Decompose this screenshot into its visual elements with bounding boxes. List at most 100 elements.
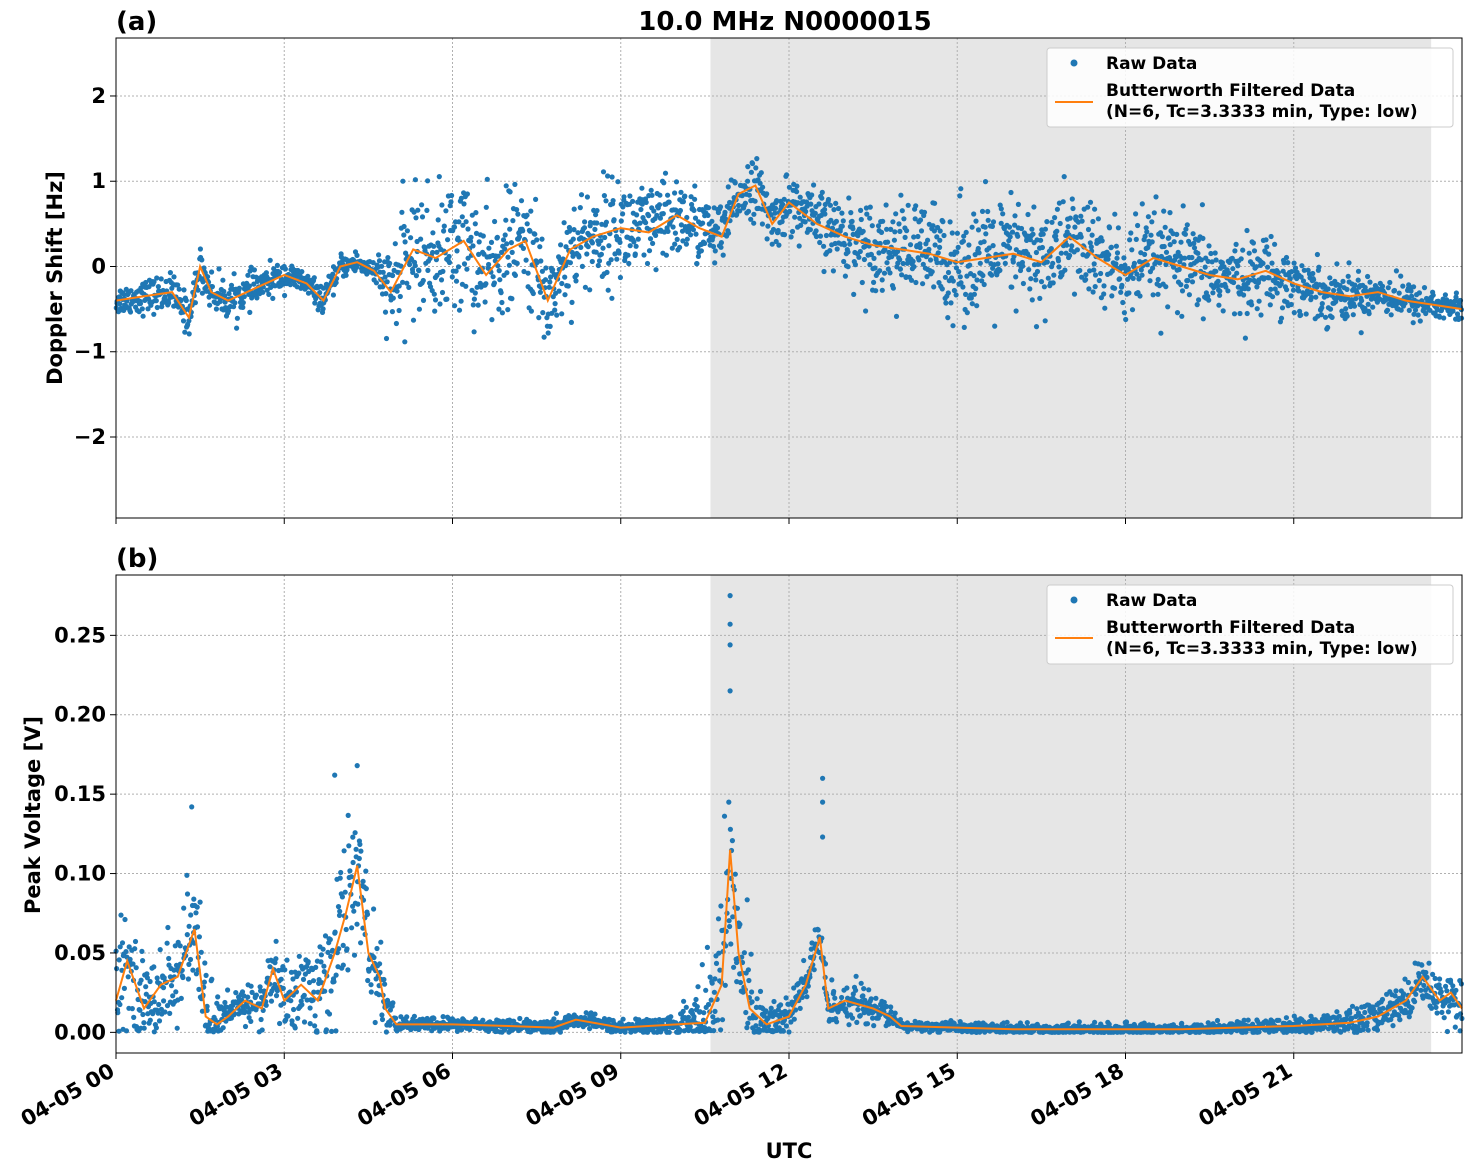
raw-data-point xyxy=(453,268,459,274)
raw-data-point xyxy=(404,1014,410,1020)
raw-data-point xyxy=(768,1005,774,1011)
raw-data-point xyxy=(341,848,347,854)
raw-data-point xyxy=(1101,283,1107,289)
raw-data-point xyxy=(121,985,127,992)
raw-data-point xyxy=(507,189,513,195)
raw-data-point xyxy=(554,312,560,318)
raw-data-point xyxy=(745,164,751,170)
raw-data-point xyxy=(720,252,726,258)
raw-data-point xyxy=(969,224,975,230)
raw-data-point xyxy=(154,304,160,311)
raw-data-point xyxy=(338,869,344,876)
raw-data-point xyxy=(307,1021,313,1027)
raw-data-point xyxy=(1040,231,1046,237)
raw-data-point xyxy=(470,243,476,249)
raw-data-point xyxy=(461,201,467,207)
raw-data-point xyxy=(831,988,837,995)
raw-data-point xyxy=(788,234,794,240)
raw-data-point xyxy=(1231,311,1238,317)
raw-data-point xyxy=(228,282,235,288)
raw-data-point xyxy=(431,243,437,249)
raw-data-point xyxy=(472,290,478,296)
raw-data-point xyxy=(1196,297,1202,303)
raw-data-point xyxy=(1166,235,1172,241)
raw-data-point xyxy=(499,299,505,306)
raw-data-point xyxy=(682,193,688,199)
raw-data-point xyxy=(641,252,647,258)
raw-data-point xyxy=(1098,295,1104,301)
raw-data-point xyxy=(803,988,809,995)
raw-data-point xyxy=(816,201,822,207)
raw-data-point xyxy=(757,180,763,186)
raw-data-point xyxy=(278,976,284,982)
raw-data-point xyxy=(853,987,859,993)
raw-data-point xyxy=(320,306,326,312)
raw-data-point xyxy=(1050,280,1056,286)
raw-data-point xyxy=(539,236,545,242)
raw-data-point xyxy=(1231,279,1237,286)
raw-data-point xyxy=(459,1027,465,1033)
raw-data-point xyxy=(356,855,362,862)
raw-data-point xyxy=(200,279,206,285)
raw-data-point xyxy=(866,987,872,993)
raw-data-point xyxy=(643,199,649,205)
raw-data-point xyxy=(1149,219,1155,225)
raw-data-point xyxy=(1028,276,1034,282)
raw-data-point xyxy=(1189,254,1195,261)
raw-data-point xyxy=(560,256,566,262)
raw-data-point xyxy=(1350,312,1356,318)
raw-data-point xyxy=(213,306,219,312)
raw-data-point xyxy=(965,254,972,260)
raw-data-point xyxy=(440,1014,446,1020)
raw-data-point xyxy=(1149,239,1155,245)
raw-data-point xyxy=(973,286,979,292)
raw-data-point xyxy=(1033,324,1040,330)
raw-data-point xyxy=(1182,255,1188,261)
raw-data-point xyxy=(1385,285,1391,291)
raw-data-point xyxy=(707,974,713,980)
raw-data-point xyxy=(370,260,376,266)
raw-data-point xyxy=(494,234,500,240)
raw-data-point xyxy=(321,963,327,969)
raw-data-point xyxy=(727,923,733,930)
raw-data-point xyxy=(752,198,758,204)
raw-data-point xyxy=(1215,278,1221,284)
raw-data-point xyxy=(718,1027,724,1033)
raw-data-point xyxy=(718,240,725,246)
raw-data-point xyxy=(193,971,199,977)
raw-data-point xyxy=(929,269,935,275)
raw-data-point xyxy=(846,195,852,201)
raw-data-point xyxy=(1298,274,1304,280)
raw-data-point xyxy=(1272,241,1278,247)
raw-data-point xyxy=(1212,250,1218,256)
raw-data-point xyxy=(1363,288,1369,294)
raw-data-point xyxy=(1020,263,1026,269)
raw-data-point xyxy=(132,938,139,945)
raw-data-point xyxy=(702,240,708,246)
raw-data-point xyxy=(416,268,422,274)
raw-data-point xyxy=(1319,301,1325,307)
raw-data-point xyxy=(1008,189,1014,196)
raw-data-point xyxy=(509,296,515,302)
raw-data-point xyxy=(997,267,1003,273)
raw-data-point xyxy=(1071,291,1078,297)
raw-data-point xyxy=(871,255,877,261)
raw-data-point xyxy=(1303,311,1309,317)
raw-data-point xyxy=(1178,282,1184,288)
raw-data-point xyxy=(981,281,987,288)
raw-data-point xyxy=(283,1017,289,1023)
raw-data-point xyxy=(1387,279,1393,286)
raw-data-point xyxy=(432,297,439,303)
raw-data-point xyxy=(463,283,469,289)
raw-data-point xyxy=(547,323,553,329)
raw-data-point xyxy=(649,192,655,198)
raw-data-point xyxy=(437,301,443,307)
raw-data-point xyxy=(397,293,403,300)
raw-data-point xyxy=(480,233,486,239)
raw-data-point xyxy=(157,947,163,953)
raw-data-point xyxy=(172,943,178,949)
raw-data-point xyxy=(749,160,756,167)
raw-data-point xyxy=(342,889,348,895)
raw-data-point xyxy=(571,227,577,233)
raw-data-point xyxy=(695,984,701,990)
